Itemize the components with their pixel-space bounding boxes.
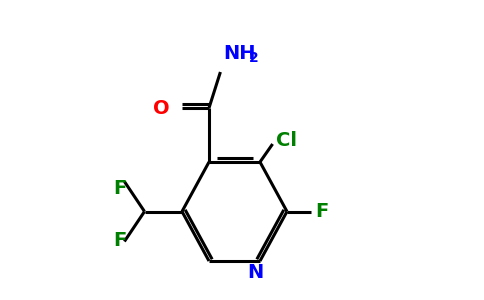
Text: F: F	[113, 179, 126, 199]
Text: F: F	[113, 230, 126, 250]
Text: 2: 2	[249, 50, 259, 64]
Text: NH: NH	[224, 44, 256, 63]
Text: Cl: Cl	[275, 131, 297, 151]
Text: N: N	[247, 263, 264, 282]
Text: F: F	[316, 202, 329, 221]
Text: O: O	[153, 98, 170, 118]
